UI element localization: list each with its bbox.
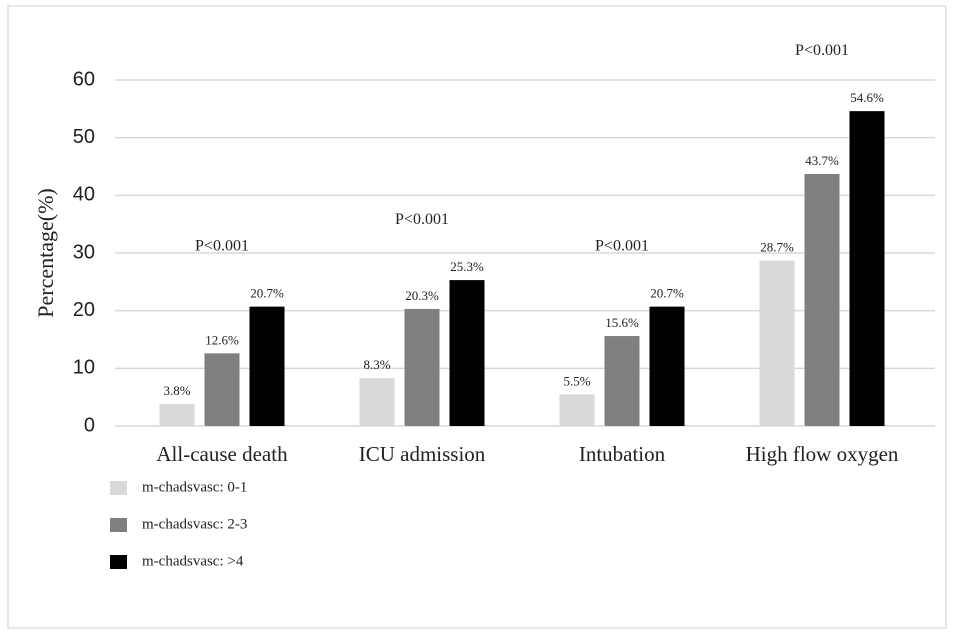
bar	[404, 308, 440, 426]
y-tick-label: 20	[73, 299, 95, 321]
value-label: 25.3%	[450, 259, 484, 274]
bar	[804, 173, 840, 426]
p-value-annotation: P<0.001	[595, 237, 649, 254]
bar	[449, 280, 485, 426]
bar	[759, 260, 795, 426]
bar	[204, 353, 240, 426]
value-label: 8.3%	[363, 357, 390, 372]
x-tick-label: Intubation	[579, 442, 666, 466]
y-tick-label: 30	[73, 241, 95, 263]
bar	[649, 306, 685, 426]
y-tick-label: 0	[84, 414, 95, 436]
y-axis-title: Percentage(%)	[33, 188, 58, 317]
legend-label: m-chadsvasc: 0-1	[142, 479, 247, 495]
y-tick-label: 60	[73, 68, 95, 90]
value-label: 15.6%	[605, 315, 639, 330]
x-tick-label: High flow oxygen	[746, 442, 899, 466]
value-label: 20.7%	[250, 286, 284, 301]
x-tick-label: ICU admission	[359, 442, 486, 466]
value-label: 43.7%	[805, 153, 839, 168]
value-label: 54.6%	[850, 90, 884, 105]
legend-swatch	[110, 555, 127, 569]
value-label: 3.8%	[163, 383, 190, 398]
bar	[159, 404, 195, 426]
value-label: 20.7%	[650, 286, 684, 301]
value-label: 5.5%	[563, 373, 590, 388]
bar	[559, 394, 595, 426]
legend-swatch	[110, 518, 127, 532]
y-tick-label: 10	[73, 357, 95, 379]
legend-label: m-chadsvasc: >4	[142, 553, 244, 569]
bar	[604, 336, 640, 426]
legend-label: m-chadsvasc: 2-3	[142, 516, 247, 532]
p-value-annotation: P<0.001	[795, 42, 849, 59]
legend-swatch	[110, 481, 127, 495]
bar	[849, 111, 885, 426]
p-value-annotation: P<0.001	[195, 237, 249, 254]
p-value-annotation: P<0.001	[395, 211, 449, 228]
bar	[249, 306, 285, 426]
value-label: 12.6%	[205, 332, 239, 347]
bar	[359, 378, 395, 426]
y-tick-label: 50	[73, 126, 95, 148]
y-tick-label: 40	[73, 184, 95, 206]
value-label: 28.7%	[760, 239, 794, 254]
x-tick-label: All-cause death	[156, 442, 288, 466]
value-label: 20.3%	[405, 288, 439, 303]
